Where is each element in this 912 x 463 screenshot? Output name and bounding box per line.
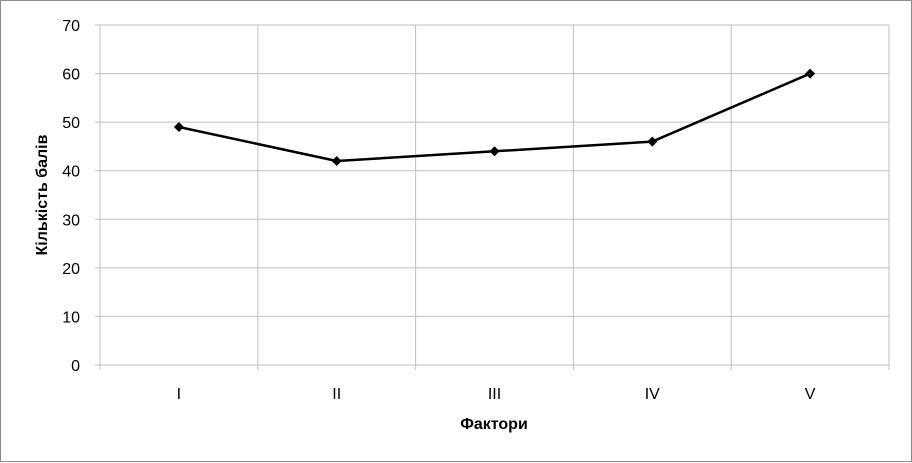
grid-lines xyxy=(99,24,890,365)
series-markers xyxy=(173,68,816,166)
x-tick-label: IV xyxy=(645,386,660,403)
y-axis-title: Кількість балів xyxy=(34,134,51,255)
y-tick-label: 20 xyxy=(62,261,80,278)
y-tick-label: 30 xyxy=(62,212,80,229)
y-tick-labels: 0 10 20 30 40 50 60 70 xyxy=(62,18,80,375)
x-tick-label: III xyxy=(488,386,501,403)
data-point-marker xyxy=(805,68,816,79)
data-point-marker xyxy=(173,122,184,132)
x-tick-labels: I II III IV V xyxy=(177,386,816,403)
y-tick-label: 70 xyxy=(62,18,80,35)
y-tick-label: 10 xyxy=(62,309,80,326)
y-tick-label: 40 xyxy=(62,164,80,181)
x-tick-label: V xyxy=(805,386,816,403)
y-tick-label: 60 xyxy=(62,67,80,84)
x-tick-label: I xyxy=(177,386,181,403)
data-point-marker xyxy=(331,156,342,166)
x-tick-label: II xyxy=(332,386,341,403)
y-tick-label: 50 xyxy=(62,115,80,132)
data-point-marker xyxy=(647,136,658,147)
x-axis-title: Фактори xyxy=(460,416,528,433)
y-tick-label: 0 xyxy=(71,358,80,375)
data-point-marker xyxy=(489,146,500,157)
axes xyxy=(95,24,890,370)
